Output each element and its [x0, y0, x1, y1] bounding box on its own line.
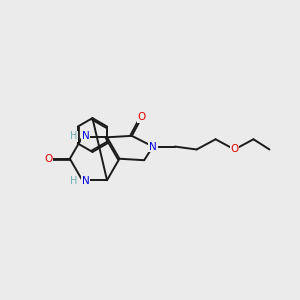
- Text: H: H: [70, 131, 77, 141]
- Text: O: O: [138, 112, 146, 122]
- Text: O: O: [44, 154, 52, 164]
- Text: N: N: [82, 176, 89, 186]
- Text: H: H: [70, 176, 77, 186]
- Text: O: O: [230, 145, 238, 154]
- Text: N: N: [149, 142, 157, 152]
- Text: N: N: [82, 131, 89, 141]
